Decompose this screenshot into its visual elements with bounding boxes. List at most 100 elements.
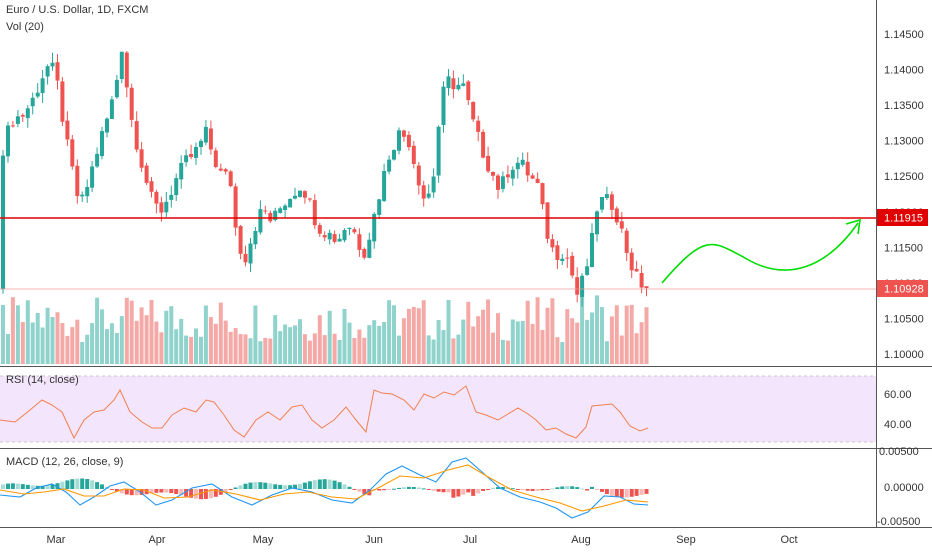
volume-bar [639, 322, 644, 364]
macd-histogram-bar [352, 489, 357, 490]
volume-bar [114, 333, 119, 364]
volume-bar [327, 310, 332, 364]
volume-bar [421, 300, 426, 364]
volume-bar [6, 333, 10, 364]
candle-body [114, 79, 119, 98]
macd-histogram-bar [169, 489, 174, 494]
price-axis-tick: 1.14000 [884, 65, 924, 77]
volume-bar [520, 321, 525, 364]
macd-histogram-bar [466, 489, 471, 493]
price-axis-tick: 1.13000 [884, 136, 924, 148]
volume-bar [436, 320, 441, 364]
volume-bar [139, 307, 144, 364]
candle-body [387, 159, 392, 172]
price-axis[interactable]: 1.145001.140001.135001.130001.125001.120… [884, 29, 924, 361]
time-axis-tick: Oct [780, 534, 797, 546]
volume-bar [184, 335, 189, 364]
candle-body [213, 150, 218, 167]
volume-bar [134, 320, 139, 364]
candle-body [555, 245, 560, 260]
macd-indicator-label[interactable]: MACD (12, 26, close, 9) [6, 456, 124, 468]
macd-histogram-bar [639, 489, 644, 495]
macd-histogram-bar [347, 486, 352, 489]
candle-body [560, 258, 565, 261]
candle-body [129, 87, 134, 120]
macd-histogram-bar [595, 489, 599, 490]
forecast-arrow[interactable] [661, 218, 861, 284]
symbol-title[interactable]: Euro / U.S. Dollar, 1D, FXCM [6, 4, 149, 16]
candle-body [288, 199, 293, 208]
volume-bar [451, 338, 456, 364]
macd-histogram-bar [327, 479, 332, 489]
macd-histogram-bar [45, 485, 50, 489]
candle-body [580, 275, 585, 297]
forecast-arrowhead [845, 218, 861, 235]
candle-body [372, 213, 377, 242]
time-axis[interactable]: Mar Apr May Jun Jul Aug Sep Oct [47, 534, 798, 546]
time-axis-tick: Mar [47, 534, 66, 546]
macd-histogram-bar [288, 485, 293, 489]
volume-bar [352, 338, 357, 364]
macd-histogram-bar [283, 485, 288, 489]
macd-histogram-bar [213, 489, 218, 497]
volume-bar [109, 323, 114, 364]
macd-histogram-bar [263, 482, 268, 489]
volume-bar [392, 305, 396, 364]
volume-bar [590, 312, 594, 364]
candle-body [466, 81, 471, 101]
candle-body [293, 195, 297, 199]
candle-body [278, 208, 283, 213]
volume-bar [387, 300, 392, 364]
volume-bar [406, 308, 411, 364]
volume-bar [382, 322, 387, 364]
volume-bar [367, 325, 372, 364]
candle-body [362, 249, 367, 258]
volume-indicator-label[interactable]: Vol (20) [6, 21, 44, 33]
candle-body [124, 52, 129, 88]
macd-histogram-bar [550, 488, 555, 490]
volume-bar [372, 320, 377, 364]
volume-bar [515, 321, 520, 364]
volume-bar [302, 334, 307, 364]
candle-body [312, 200, 317, 226]
volume-bar [105, 329, 109, 364]
candle-body [595, 211, 599, 235]
candle-body [332, 234, 337, 242]
macd-histogram-bar [208, 489, 213, 499]
macd-histogram-bar [228, 489, 233, 490]
volume-bar [337, 340, 342, 364]
volume-bar [203, 305, 208, 364]
candle-body [614, 208, 619, 223]
candle-body [456, 84, 461, 90]
volume-bar [75, 319, 80, 364]
candle-body [75, 165, 80, 197]
last-price-label: 1.10928 [884, 284, 924, 296]
volume-bar [45, 307, 50, 364]
volume-bar [174, 329, 179, 364]
candle-body [15, 116, 20, 124]
volume-bar [496, 313, 500, 364]
volume-bar [35, 313, 40, 364]
candle-body [347, 227, 352, 230]
volume-bar [218, 302, 223, 364]
macd-histogram-bar [124, 489, 129, 495]
macd-line [0, 457, 649, 519]
candle-body [273, 210, 278, 220]
macd-histogram-bar [421, 488, 426, 490]
volume-bar [397, 335, 401, 364]
macd-histogram-bar [248, 482, 253, 489]
candle-body [322, 235, 327, 238]
macd-histogram-bar [70, 479, 75, 489]
macd-histogram-bar [590, 486, 594, 489]
macd-histogram-bar [377, 489, 382, 491]
rsi-indicator-label[interactable]: RSI (14, close) [6, 374, 79, 386]
candle-body [441, 86, 446, 125]
candle-body [644, 286, 649, 288]
volume-bar [500, 339, 505, 364]
macd-histogram-bar [268, 483, 273, 489]
macd-histogram-bar [90, 480, 95, 489]
candle-body [1, 155, 5, 290]
candle-body [218, 168, 223, 171]
